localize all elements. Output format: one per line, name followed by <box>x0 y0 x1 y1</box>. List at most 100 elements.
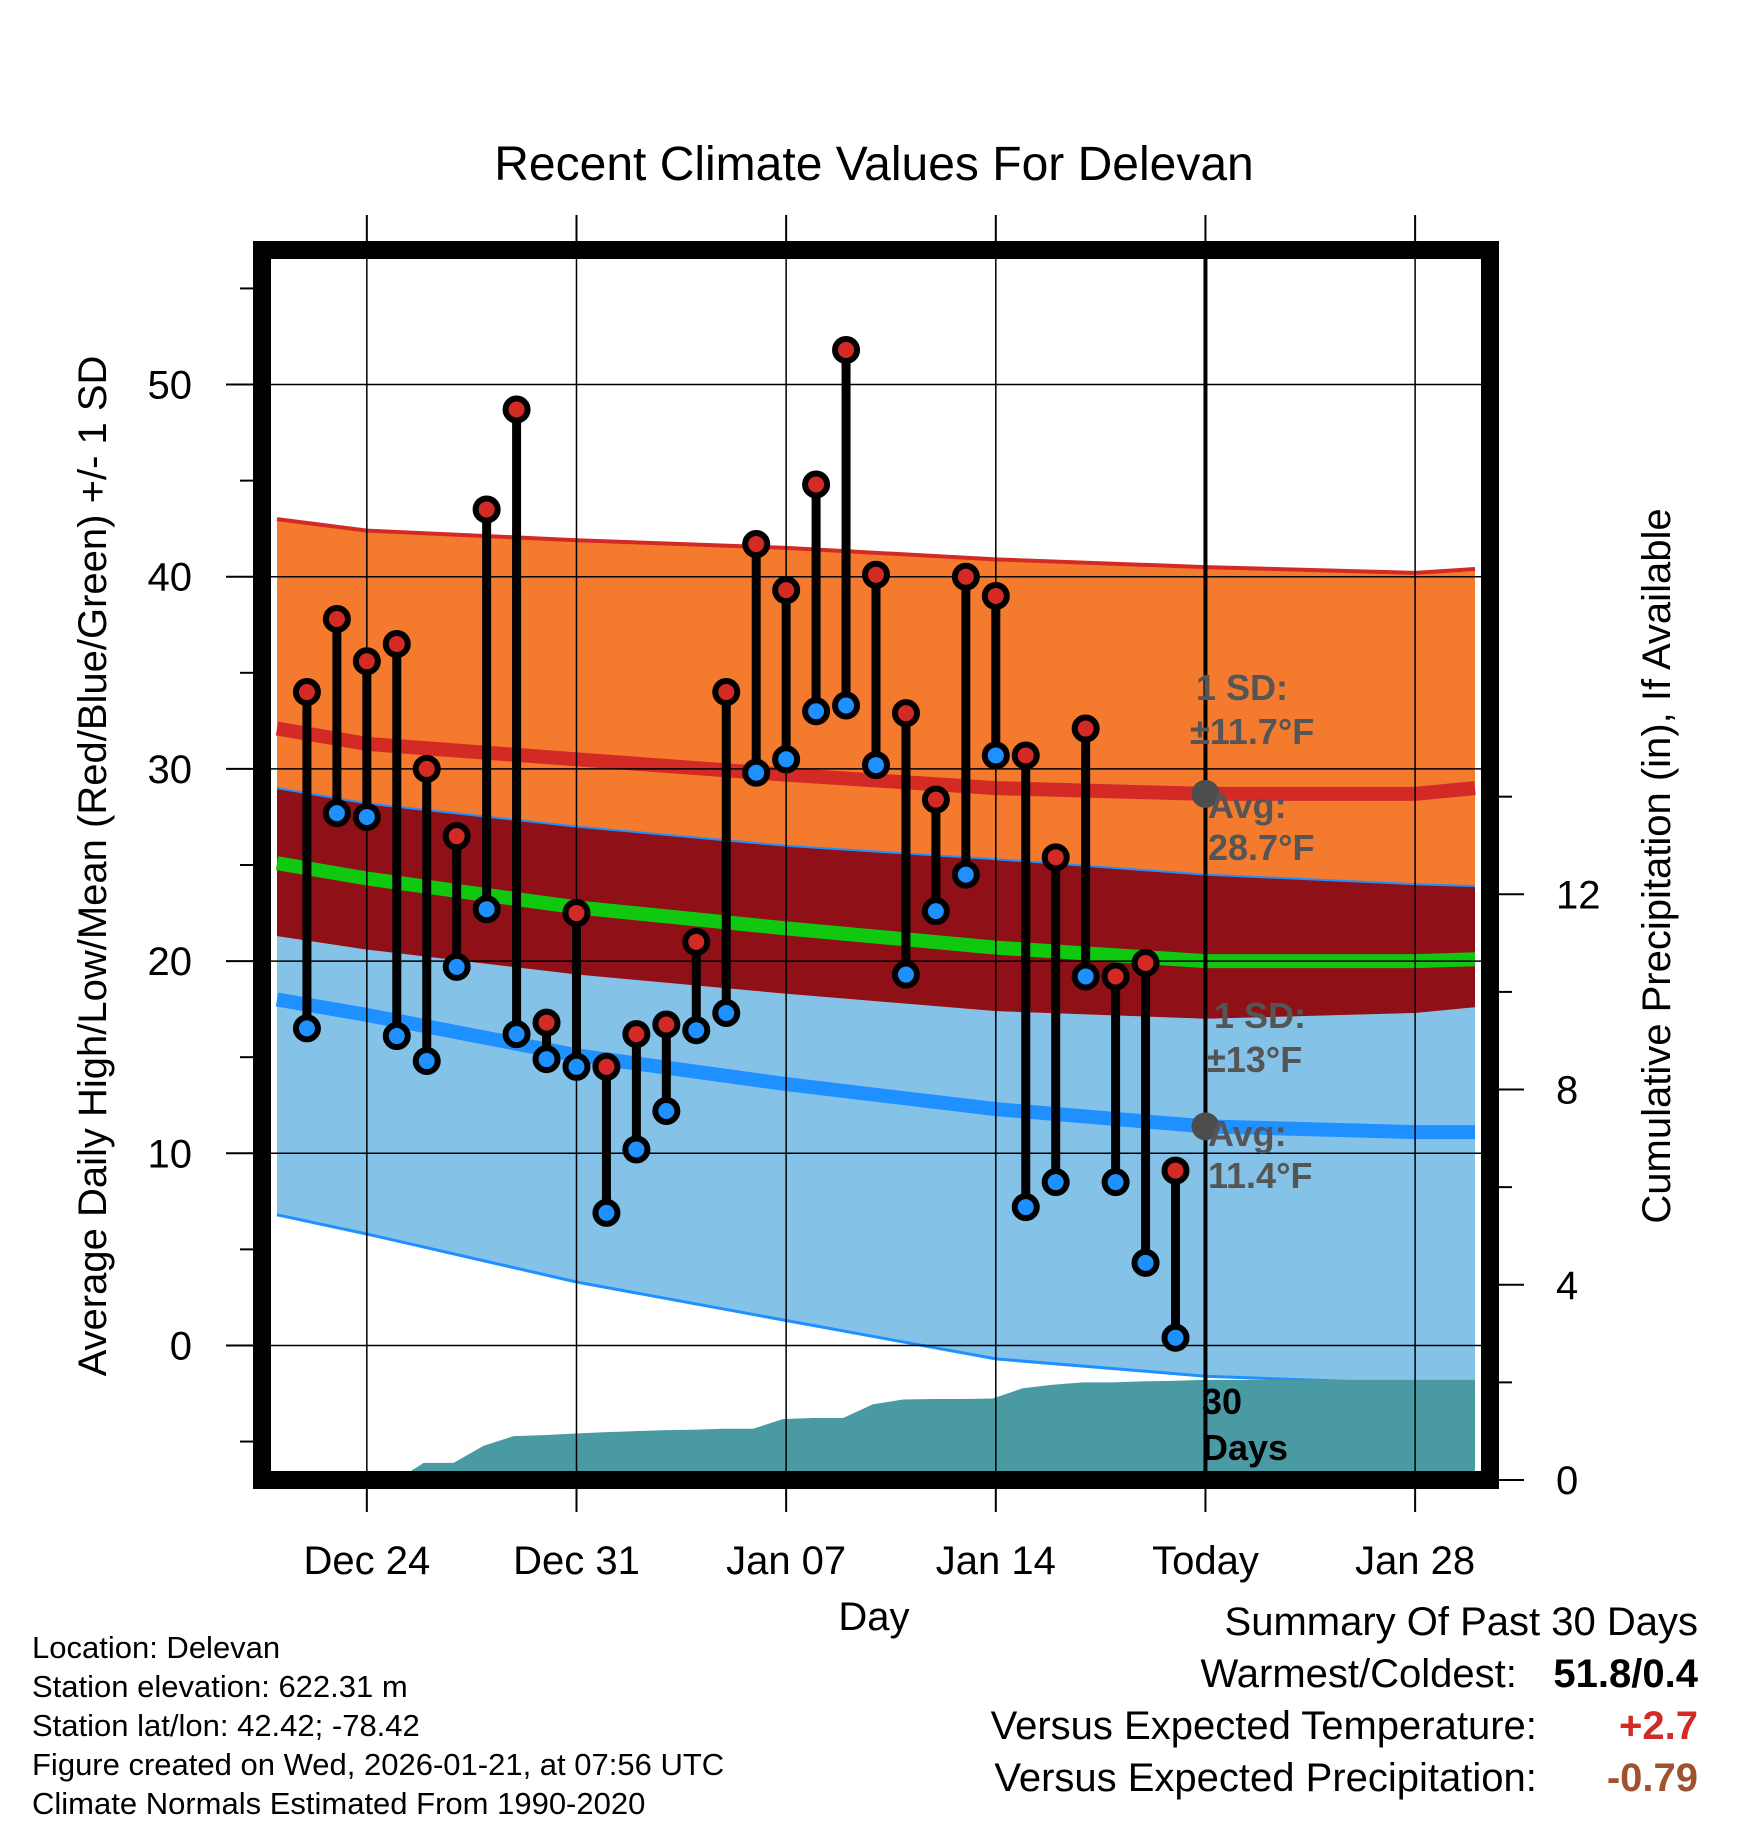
daily-low-point <box>622 1135 651 1164</box>
daily-low-point <box>1041 1168 1070 1197</box>
daily-low-point <box>292 1014 321 1043</box>
elevation-text: Station elevation: 622.31 m <box>32 1669 408 1704</box>
daily-low-point <box>772 745 801 774</box>
daily-high-point <box>562 899 591 928</box>
high-sd-value: ±11.7°F <box>1190 711 1314 752</box>
daily-low-point <box>1071 962 1100 991</box>
y2-tick-label: 8 <box>1556 1069 1578 1113</box>
x-tick-label: Jan 14 <box>936 1539 1056 1583</box>
y-tick-label: 10 <box>148 1132 193 1176</box>
daily-high-point <box>682 927 711 956</box>
y-axis-label: Average Daily High/Low/Mean (Red/Blue/Gr… <box>71 356 115 1377</box>
x-tick-label: Today <box>1152 1539 1259 1583</box>
summary-warm-cold: Warmest/Coldest: 51.8/0.4 <box>1201 1652 1699 1697</box>
daily-low-point <box>862 751 890 780</box>
y2-tick-label: 12 <box>1556 873 1601 917</box>
y-tick-label: 0 <box>170 1324 192 1368</box>
daily-high-point <box>1101 962 1130 991</box>
low-sd-value: ±13°F <box>1206 1039 1302 1080</box>
daily-low-point <box>981 741 1010 770</box>
y-tick-label: 30 <box>148 748 193 792</box>
low-avg-dot <box>1191 1112 1220 1141</box>
daily-high-point <box>472 495 501 524</box>
x-tick-label: Dec 31 <box>513 1539 640 1583</box>
precip-days-label: Days <box>1202 1427 1288 1468</box>
daily-high-point <box>1161 1156 1190 1185</box>
daily-low-point <box>382 1022 411 1051</box>
daily-high-point <box>592 1052 621 1081</box>
daily-low-point <box>1011 1193 1040 1222</box>
daily-low-point <box>802 697 831 726</box>
temp-value: +2.7 <box>1619 1704 1698 1748</box>
daily-high-point <box>622 1020 651 1049</box>
daily-low-point <box>562 1052 591 1081</box>
high-normal-line <box>275 721 1476 801</box>
daily-high-point <box>802 470 831 499</box>
y2-tick-label: 0 <box>1556 1459 1578 1503</box>
daily-low-point <box>891 960 920 989</box>
daily-low-point <box>832 691 861 720</box>
daily-high-point <box>832 335 861 364</box>
y-tick-label: 40 <box>148 556 193 600</box>
high-avg-value: 28.7°F <box>1208 827 1314 868</box>
low-avg-label: Avg: <box>1208 1113 1287 1154</box>
x-tick-label: Dec 24 <box>303 1539 430 1583</box>
daily-low-point <box>951 860 980 889</box>
daily-high-point <box>532 1008 561 1037</box>
daily-high-point <box>322 605 351 633</box>
daily-high-point <box>742 530 771 559</box>
daily-low-point <box>1131 1248 1160 1277</box>
daily-low-point <box>352 802 381 831</box>
daily-low-point <box>412 1047 441 1076</box>
daily-low-point <box>442 952 471 981</box>
grid-lines <box>262 250 1490 1480</box>
daily-high-point <box>442 822 471 851</box>
daily-high-point <box>712 678 741 707</box>
high-sd-label: 1 SD: <box>1196 667 1288 708</box>
y2-tick-label: 4 <box>1556 1264 1578 1308</box>
high-avg-dot <box>1191 779 1220 808</box>
plot-frame <box>253 241 1499 1489</box>
daily-high-point <box>1011 741 1040 770</box>
y-tick-label: 20 <box>148 940 193 984</box>
x-tick-label: Jan 28 <box>1355 1539 1475 1583</box>
daily-low-point <box>712 998 741 1027</box>
low-normal-line <box>275 992 1475 1140</box>
warm-cold-label: Warmest/Coldest: <box>1200 1652 1517 1696</box>
warm-cold-value: 51.8/0.4 <box>1553 1652 1698 1696</box>
daily-low-point <box>532 1045 561 1074</box>
low-avg-value: 11.4°F <box>1208 1155 1312 1196</box>
daily-high-point <box>1071 714 1100 743</box>
daily-series <box>292 335 1190 1352</box>
daily-high-point <box>652 1010 681 1039</box>
precip-days-number: 30 <box>1202 1381 1242 1422</box>
high-upper-edge <box>276 517 1476 575</box>
precip-area <box>277 1379 1475 1480</box>
x-axis-label: Day <box>838 1595 909 1639</box>
high-avg-label: Avg: <box>1208 785 1287 826</box>
temp-label: Versus Expected Temperature: <box>990 1704 1537 1748</box>
daily-low-point <box>682 1016 711 1045</box>
daily-low-point <box>1161 1323 1190 1352</box>
y-tick-label: 50 <box>148 364 193 408</box>
precip-value: -0.79 <box>1606 1756 1698 1800</box>
summary-title: Summary Of Past 30 Days <box>1224 1600 1698 1644</box>
y2-axis-label: Cumulative Precipitation (in), If Availa… <box>1635 508 1679 1223</box>
daily-high-point <box>921 785 950 814</box>
high-lower-edge <box>276 787 1476 888</box>
daily-high-point <box>502 395 531 424</box>
daily-low-point <box>1101 1168 1130 1197</box>
daily-low-point <box>322 799 351 828</box>
chart-title: Recent Climate Values For Delevan <box>494 138 1253 191</box>
daily-low-point <box>742 758 771 787</box>
daily-high-point <box>981 581 1010 610</box>
daily-high-point <box>862 560 890 589</box>
daily-high-point <box>292 678 321 707</box>
daily-low-point <box>502 1020 531 1049</box>
summary-temp: Versus Expected Temperature: +2.7 <box>991 1704 1698 1749</box>
daily-low-point <box>652 1097 681 1125</box>
daily-high-point <box>412 754 441 783</box>
daily-high-point <box>891 699 920 728</box>
